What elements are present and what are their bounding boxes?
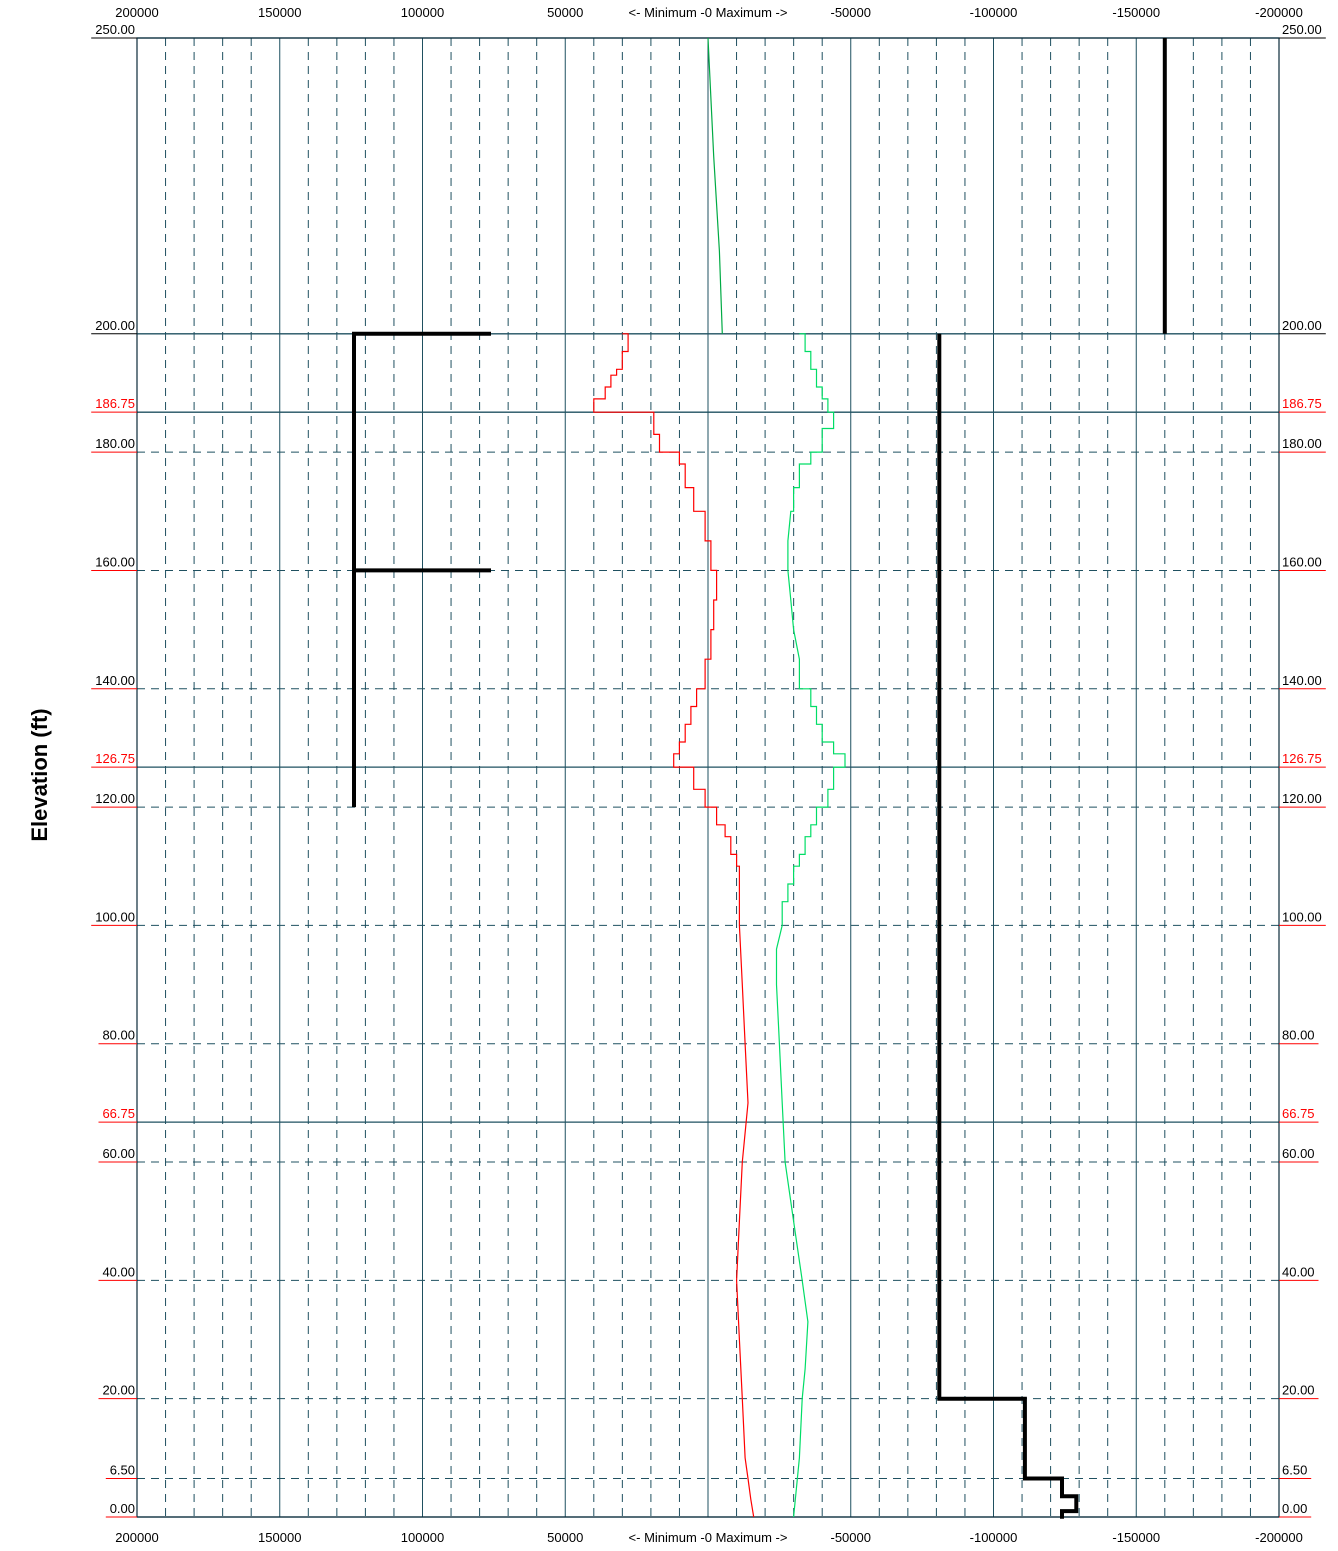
x-ticks-bottom: 200000 150000 100000 50000 -50000 -100000 -150… (115, 1530, 1303, 1545)
y-tick-label-left: 250.00 (95, 22, 135, 37)
y-tick-label-left: 120.00 (95, 791, 135, 806)
y-tick-label-right: 126.75 (1282, 751, 1322, 766)
y-tick-label-left: 200.00 (95, 318, 135, 333)
y-tick-label-right: 80.00 (1282, 1028, 1315, 1043)
x-tick-label: -100000 (970, 5, 1018, 20)
y-ticks-left: 250.00 200.00 186.75 180.00 160.00 140.00 126.… (91, 22, 137, 1518)
y-tick-label-left: 66.75 (102, 1106, 135, 1121)
x-center-label: <- Minimum -0 Maximum -> (629, 5, 788, 20)
y-tick-label-right: 6.50 (1282, 1463, 1307, 1478)
x-ticks-top: 200000 150000 100000 50000 -50000 -100000 -150… (115, 5, 1303, 20)
y-tick-label-left: 140.00 (95, 673, 135, 688)
y-tick-label-right: 140.00 (1282, 673, 1322, 688)
x-tick-label: 150000 (258, 5, 301, 20)
x-tick-label: 50000 (547, 5, 583, 20)
series-line-1 (707, 37, 723, 334)
y-tick-label-left: 160.00 (95, 554, 135, 569)
x-tick-label: -50000 (831, 5, 871, 20)
y-tick-label-right: 180.00 (1282, 436, 1322, 451)
x-tick-label: -100000 (970, 1530, 1018, 1545)
series-line-3 (775, 333, 846, 1518)
y-tick-label-right: 186.75 (1282, 396, 1322, 411)
y-tick-label-left: 20.00 (102, 1383, 135, 1398)
y-tick-label-left: 126.75 (95, 751, 135, 766)
series-line-2 (593, 333, 755, 1518)
x-tick-label: 200000 (115, 1530, 158, 1545)
x-tick-label: 100000 (401, 5, 444, 20)
y-tick-label-left: 186.75 (95, 396, 135, 411)
x-tick-label: -200000 (1255, 1530, 1303, 1545)
y-tick-label-right: 20.00 (1282, 1383, 1315, 1398)
y-tick-label-right: 60.00 (1282, 1146, 1315, 1161)
x-tick-label: 150000 (258, 1530, 301, 1545)
x-tick-label: -200000 (1255, 5, 1303, 20)
y-tick-label-right: 160.00 (1282, 554, 1322, 569)
y-tick-label-right: 100.00 (1282, 909, 1322, 924)
x-tick-label: 200000 (115, 5, 158, 20)
series-group (352, 37, 1167, 1519)
y-tick-label-left: 100.00 (95, 909, 135, 924)
y-tick-label-left: 6.50 (110, 1463, 135, 1478)
y-tick-label-left: 180.00 (95, 436, 135, 451)
y-tick-label-left: 60.00 (102, 1146, 135, 1161)
x-tick-label: -50000 (831, 1530, 871, 1545)
x-tick-label: -150000 (1112, 5, 1160, 20)
x-center-label: <- Minimum -0 Maximum -> (629, 1530, 788, 1545)
y-tick-label-right: 250.00 (1282, 22, 1322, 37)
series-line-7 (937, 333, 1079, 1519)
grid-lines (136, 38, 1280, 1517)
y-tick-label-right: 0.00 (1282, 1501, 1307, 1516)
y-tick-label-right: 40.00 (1282, 1264, 1315, 1279)
y-tick-label-left: 0.00 (110, 1501, 135, 1516)
series-line-4 (352, 331, 491, 808)
x-tick-label: -150000 (1112, 1530, 1160, 1545)
y-tick-label-left: 80.00 (102, 1028, 135, 1043)
y-tick-label-left: 40.00 (102, 1264, 135, 1279)
x-tick-label: 100000 (401, 1530, 444, 1545)
y-tick-label-right: 120.00 (1282, 791, 1322, 806)
y-ticks-right: 250.00 200.00 186.75 180.00 160.00 140.00 126.… (1279, 22, 1326, 1518)
x-tick-label: 50000 (547, 1530, 583, 1545)
y-tick-label-right: 66.75 (1282, 1106, 1315, 1121)
y-tick-label-right: 200.00 (1282, 318, 1322, 333)
